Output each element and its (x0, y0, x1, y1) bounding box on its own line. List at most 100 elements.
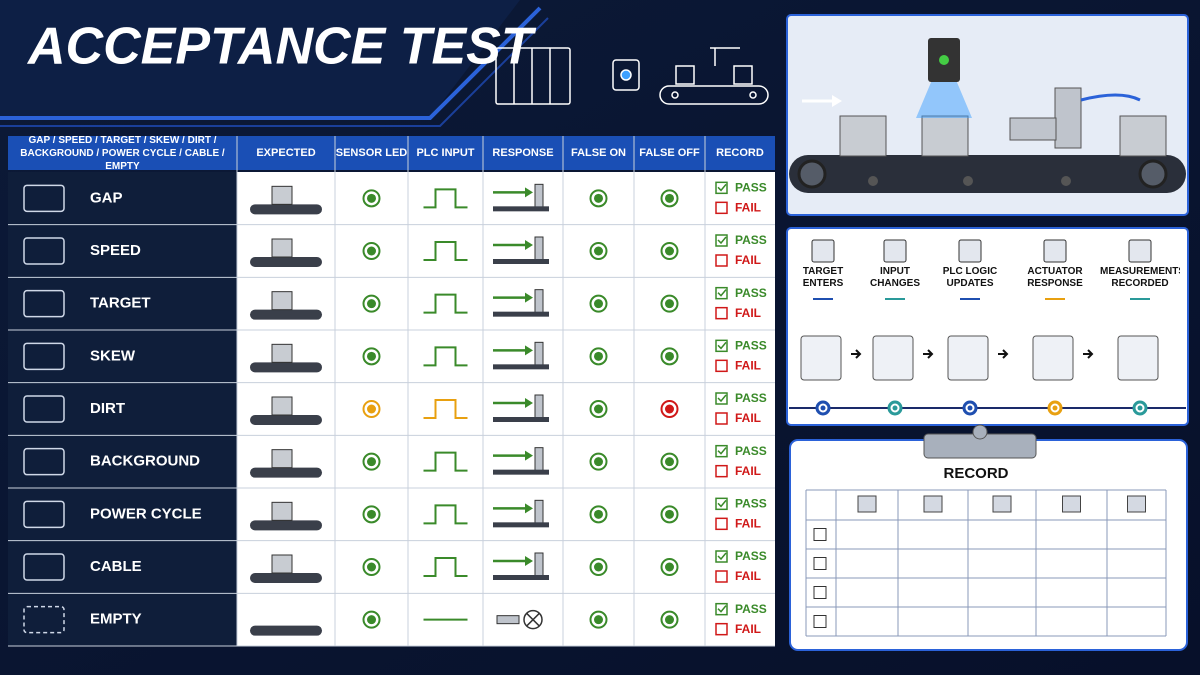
pass-checkbox (715, 339, 728, 353)
header-label: RESPONSE (492, 147, 553, 159)
box (271, 396, 293, 416)
step-label-box: ACTUATOR RESPONSE (1027, 266, 1083, 289)
row-label: CABLE (90, 558, 142, 575)
status-ring (660, 242, 679, 260)
status-ring (589, 452, 608, 471)
step-label-box: MEASUREMENTS RECORDED (1100, 266, 1180, 289)
actuator-base (493, 522, 549, 528)
box (271, 291, 293, 311)
pass-checkbox (715, 392, 728, 405)
status-dot (665, 351, 674, 361)
pass-check (717, 183, 727, 192)
pass-check (717, 394, 727, 403)
plc-pulse (423, 188, 468, 209)
header-label: GAP / SPEED / TARGET / SKEW / DIRT / BAC… (20, 136, 225, 170)
row-icon (23, 500, 65, 529)
status-ring (362, 558, 381, 576)
fail-checkbox (715, 201, 728, 215)
pass-label: PASS (735, 602, 767, 616)
pass-checkbox (715, 444, 728, 458)
timeline-dot-core (967, 405, 973, 411)
record-col-icon (857, 495, 877, 513)
fail-checkbox (715, 464, 728, 478)
actuator-base (493, 417, 549, 422)
status-dot (367, 509, 376, 519)
fail-checkbox (715, 570, 728, 583)
timeline-dot-core (1052, 405, 1058, 411)
no-response (523, 609, 543, 630)
timeline-dot-core (820, 405, 826, 411)
fail-label: FAIL (735, 622, 761, 636)
step-label-box: PLC LOGIC UPDATES (943, 266, 997, 289)
response-arrow (525, 187, 533, 198)
row-label: EMPTY (90, 611, 142, 628)
label-column (8, 172, 237, 646)
step-label: ACTUATOR RESPONSE (1027, 266, 1083, 289)
fail-label: FAIL (735, 411, 761, 425)
step-arrow (923, 349, 934, 359)
status-ring (362, 294, 381, 313)
status-ring (589, 242, 608, 260)
pass-label: PASS (735, 233, 767, 247)
conveyor (250, 204, 322, 215)
step-icon (1128, 239, 1152, 263)
plc-pulse (423, 451, 468, 472)
status-ring (589, 400, 608, 418)
status-ring (362, 610, 381, 629)
pass-label: PASS (735, 444, 767, 458)
conveyor (250, 520, 322, 531)
pass-checkbox (715, 550, 728, 563)
status-dot (594, 562, 603, 572)
status-dot (594, 404, 603, 414)
pass-check (717, 552, 727, 561)
table-body (237, 172, 775, 646)
actuator-base (493, 575, 549, 580)
fail-label: FAIL (735, 464, 761, 478)
status-ring (362, 242, 381, 260)
status-dot (367, 457, 376, 467)
row-icon (23, 447, 65, 476)
status-dot (367, 562, 376, 572)
pass-label: PASS (735, 286, 767, 300)
status-dot (665, 193, 674, 203)
response-arrow (525, 240, 533, 250)
plc-pulse (423, 504, 468, 525)
status-ring (660, 400, 679, 418)
fail-checkbox (715, 359, 728, 373)
status-ring (660, 347, 679, 366)
status-dot (594, 615, 603, 625)
box (271, 238, 293, 258)
status-dot (367, 246, 376, 256)
fail-checkbox (715, 306, 728, 320)
step-icon (1043, 239, 1067, 263)
status-dot (594, 509, 603, 519)
status-ring (589, 189, 608, 208)
actuator-base (493, 206, 549, 212)
status-dot (665, 246, 674, 256)
row-icon (23, 184, 65, 213)
record-col-icon (1062, 495, 1081, 513)
conveyor (250, 625, 322, 636)
status-ring (362, 452, 381, 471)
status-dot (665, 404, 674, 414)
fail-checkbox (715, 517, 728, 531)
status-dot (594, 193, 603, 203)
status-ring (589, 610, 608, 629)
plc-pulse (423, 346, 468, 367)
step-label-box: INPUT CHANGES (870, 266, 920, 289)
status-dot (594, 351, 603, 361)
pass-checkbox (715, 234, 728, 247)
plc-pulse (423, 293, 468, 314)
actuator-base (493, 259, 549, 264)
pass-check (717, 341, 727, 350)
status-dot (594, 457, 603, 467)
title-stripe (0, 6, 542, 120)
pass-label: PASS (735, 391, 767, 405)
row-label: TARGET (90, 295, 151, 312)
step-illustration (947, 335, 989, 381)
step-arrow (1083, 349, 1094, 359)
fail-checkbox (715, 412, 728, 425)
step-icon (883, 239, 907, 263)
record-title: RECORD (943, 465, 1008, 482)
row-icon (23, 395, 65, 423)
